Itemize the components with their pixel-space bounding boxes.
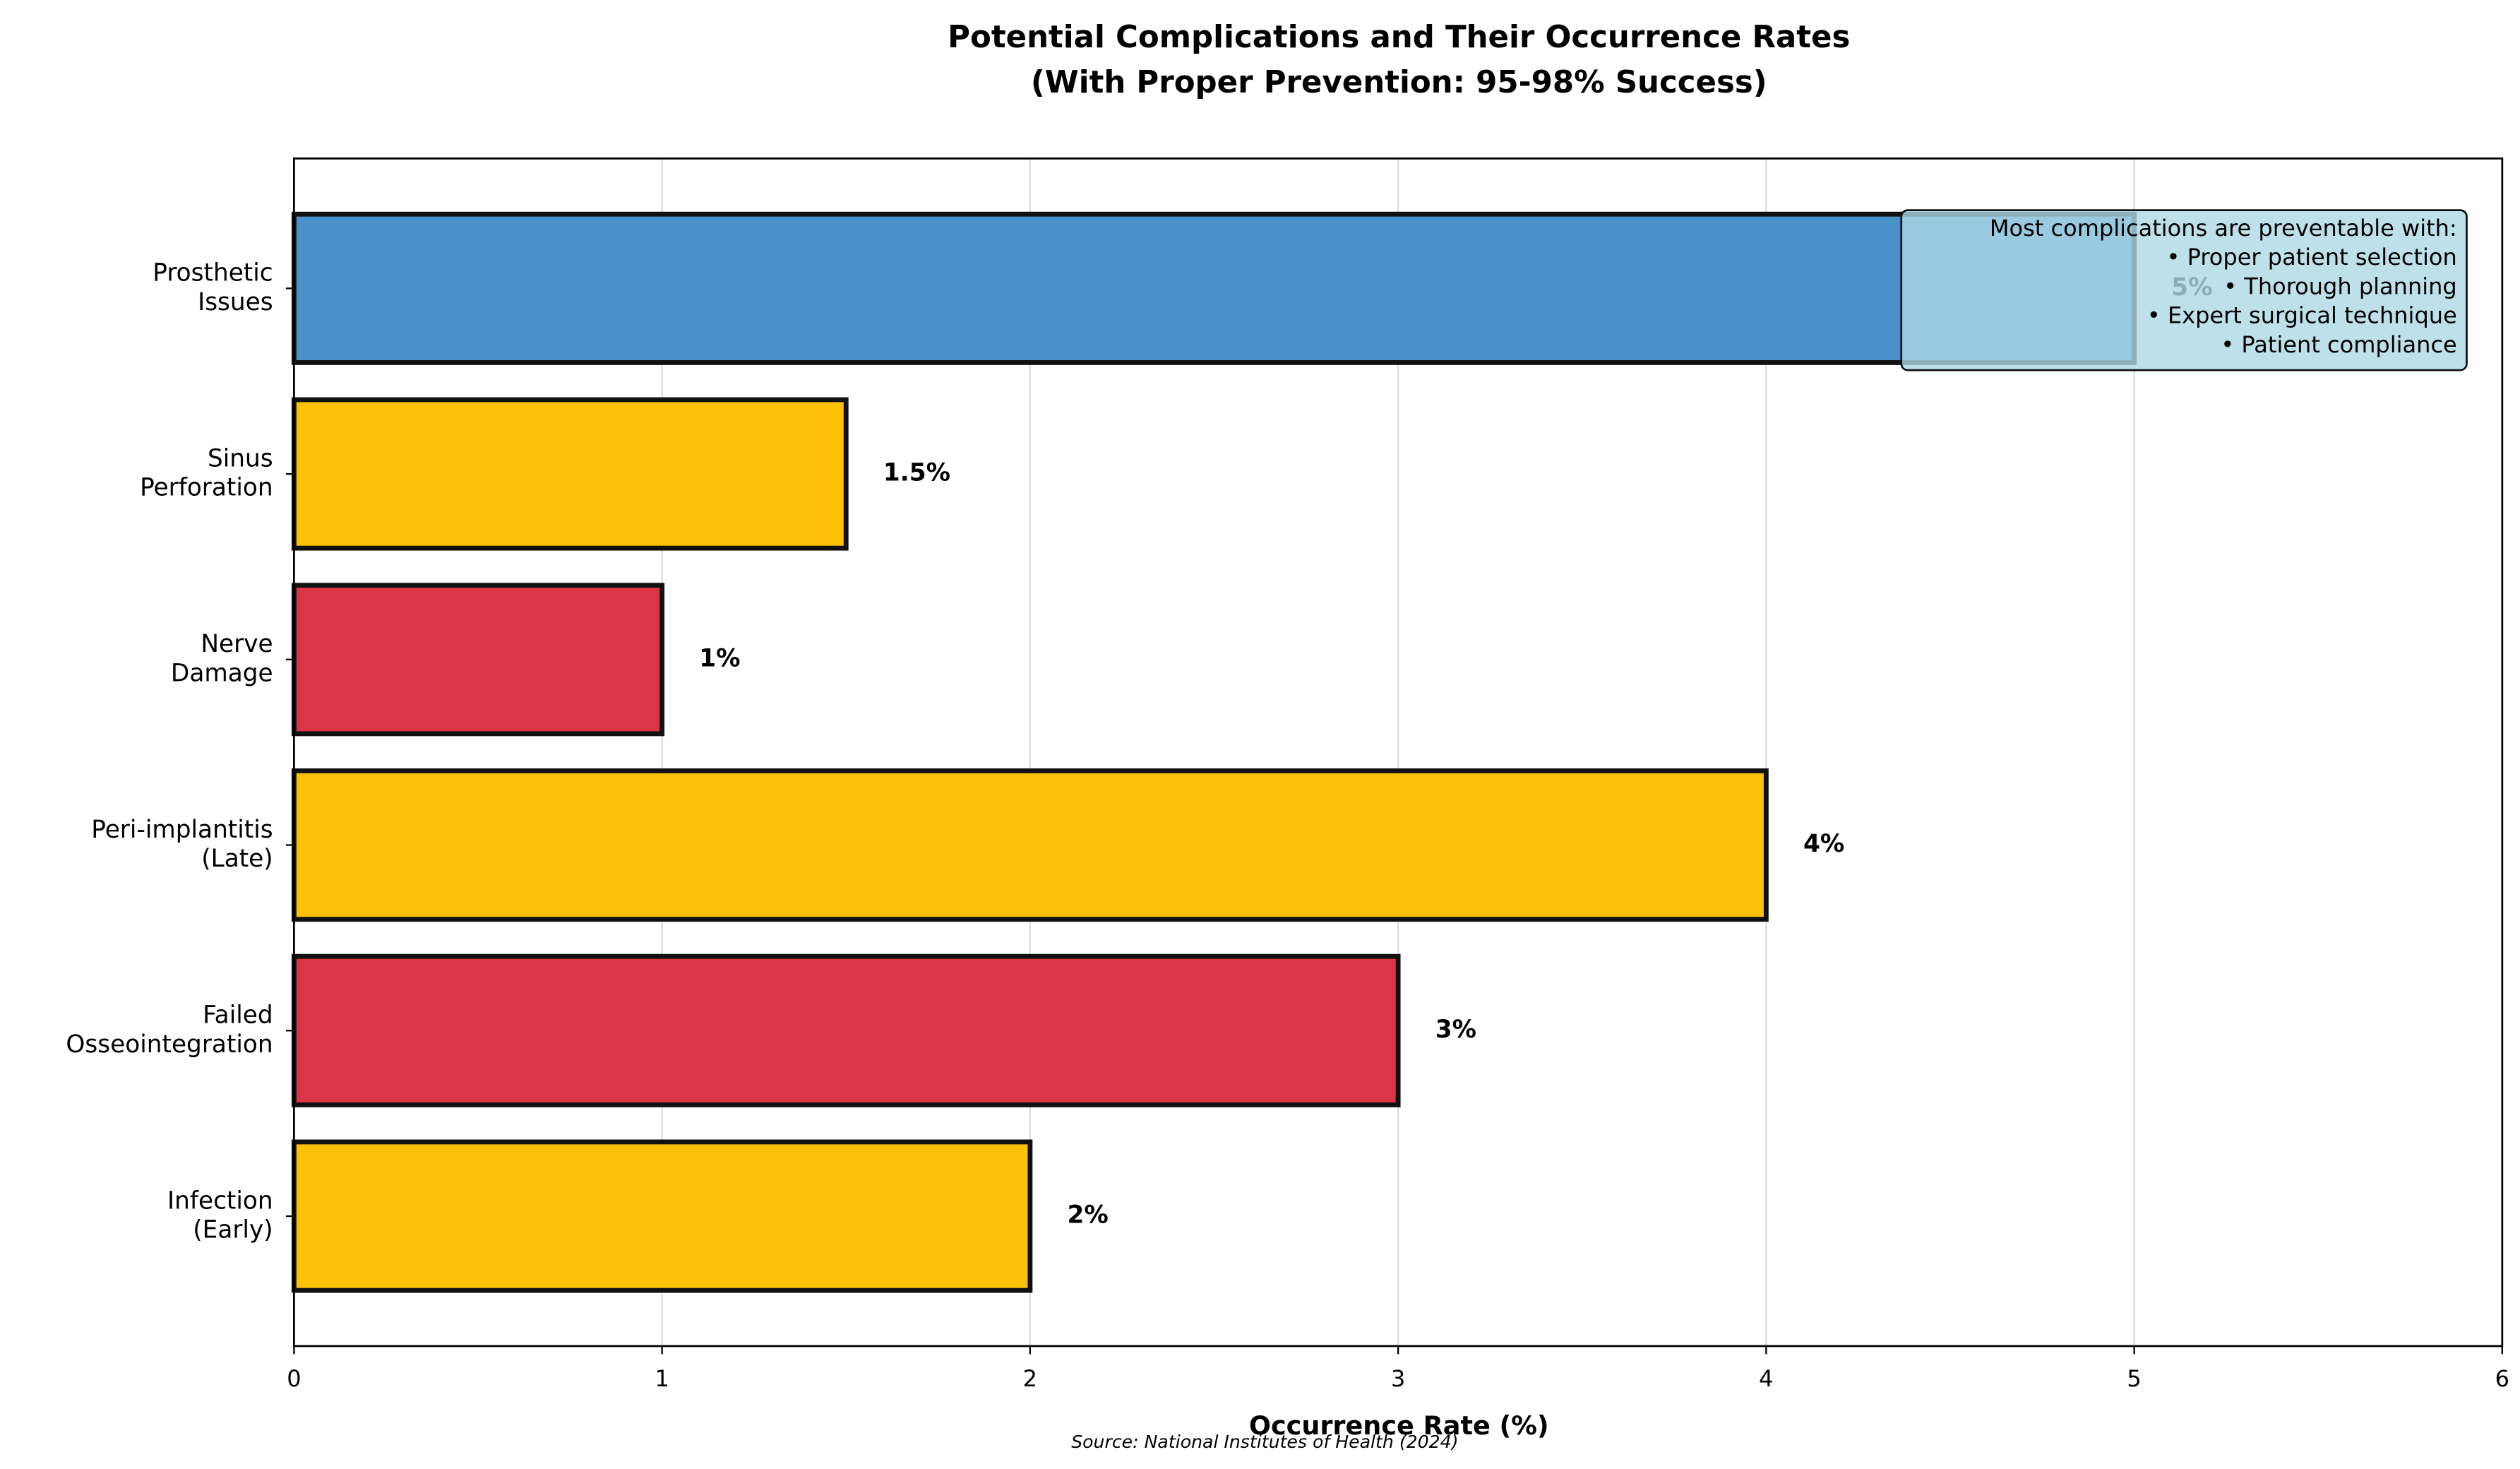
y-tick-label: Sinus Perforation: [140, 444, 273, 501]
bar: [291, 583, 665, 737]
annotation-box: [1900, 209, 2468, 371]
x-tick-label: 6: [2495, 1365, 2509, 1392]
x-tick-label: 2: [1023, 1365, 1037, 1392]
value-label: 2%: [1067, 1201, 1108, 1230]
bar: [291, 953, 1401, 1107]
y-tick-label: Prosthetic Issues: [153, 258, 273, 316]
y-tick-label: Peri-implantitis (Late): [91, 815, 273, 872]
source-note: Source: National Institutes of Health (2…: [1071, 1432, 1458, 1452]
x-tick-label: 4: [1759, 1365, 1773, 1392]
x-tick-label: 0: [287, 1365, 301, 1392]
value-label: 1%: [699, 644, 740, 672]
bar: [291, 397, 849, 551]
plot-frame: [293, 157, 2504, 1348]
value-label: 3%: [1435, 1016, 1476, 1044]
chart-title: Potential Complications and Their Occurr…: [948, 20, 1850, 100]
value-label: 1.5%: [883, 459, 950, 487]
annotation: Most complications are preventable with:…: [1990, 215, 2457, 358]
x-tick-label: 3: [1391, 1365, 1405, 1392]
y-tick-label: Failed Osseointegration: [66, 1001, 273, 1058]
x-tick-label: 1: [655, 1365, 669, 1392]
y-tick-label: Nerve Damage: [171, 630, 273, 687]
y-tick-label: Infection (Early): [167, 1186, 273, 1244]
bar: [291, 211, 2137, 365]
bar: [291, 1139, 1033, 1293]
x-axis-label: Occurrence Rate (%): [1249, 1410, 1549, 1441]
bar: [291, 768, 1769, 922]
value-label: 4%: [1803, 830, 1844, 858]
x-tick-label: 5: [2127, 1365, 2141, 1392]
